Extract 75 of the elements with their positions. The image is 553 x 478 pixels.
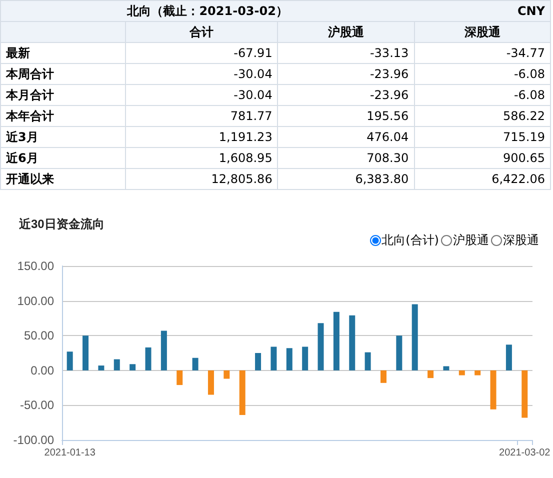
text: -23.96 <box>370 67 409 81</box>
bar <box>490 370 496 410</box>
bar <box>506 344 512 370</box>
text: -6.08 <box>514 67 545 81</box>
text: 715.19 <box>503 130 545 144</box>
bar <box>130 364 136 370</box>
category-label: 深股通 <box>414 22 550 42</box>
text: -67.91 <box>234 46 272 60</box>
bar <box>522 370 528 418</box>
bar <box>364 352 371 370</box>
bar <box>380 370 386 383</box>
text: 900.65 <box>503 151 545 165</box>
bar <box>302 346 308 370</box>
y-tick-label: 150.00 <box>17 259 54 273</box>
text: 沪股通 <box>452 232 489 249</box>
text: -23.96 <box>370 88 409 102</box>
bar <box>412 304 418 370</box>
bar <box>82 336 89 370</box>
category-label: 近6月 <box>6 150 38 164</box>
category-label: 近3月 <box>6 130 38 144</box>
category-label: 沪股通 <box>278 22 414 42</box>
category-label: 本年合计 <box>6 108 54 122</box>
text: 北向(合计) <box>380 232 439 249</box>
y-tick-label: -50.00 <box>20 398 54 412</box>
text: CNY <box>414 0 550 22</box>
bar <box>192 358 198 370</box>
text: -30.04 <box>234 88 272 102</box>
bar <box>114 359 120 370</box>
bar <box>286 348 292 370</box>
text: 476.04 <box>366 130 409 144</box>
bar <box>349 315 356 370</box>
chart-title: 近30日资金流向 <box>18 217 104 231</box>
bar <box>474 370 481 376</box>
text: 12,805.86 <box>211 172 272 186</box>
bar <box>66 352 73 370</box>
text: -34.77 <box>506 46 545 60</box>
text: 北向（截止：2021-03-02） <box>0 0 414 22</box>
bar <box>333 312 340 370</box>
bar <box>176 370 183 386</box>
x-tick-label: 2021-03-02 <box>499 448 551 458</box>
bar <box>145 347 152 370</box>
bar <box>98 366 104 370</box>
category-label: 本月合计 <box>6 88 54 102</box>
text: 深股通 <box>502 232 539 249</box>
bar <box>443 366 450 370</box>
text: 6,422.06 <box>492 172 545 186</box>
bar <box>270 346 277 370</box>
bar <box>318 323 324 370</box>
x-tick-label: 2021-01-13 <box>44 448 96 458</box>
bar <box>458 370 465 376</box>
category-label: 最新 <box>6 46 30 60</box>
category-label: 开通以来 <box>6 172 54 186</box>
bar <box>208 370 214 395</box>
text: 781.77 <box>230 109 272 123</box>
bar <box>255 353 262 370</box>
text: 586.22 <box>503 109 545 123</box>
bar <box>396 336 402 370</box>
y-tick-label: 50.00 <box>24 328 54 343</box>
text: -30.04 <box>234 67 272 81</box>
y-tick-label: 0.00 <box>30 363 54 378</box>
text: 1,191.23 <box>218 130 272 144</box>
text: 708.30 <box>366 151 409 165</box>
y-tick-label: -100.00 <box>13 433 54 447</box>
bar <box>224 370 230 379</box>
text: -33.13 <box>370 46 409 60</box>
category-label: 本周合计 <box>6 66 54 80</box>
bar <box>239 370 246 415</box>
text: 195.56 <box>366 109 409 123</box>
text: 1,608.95 <box>218 151 272 165</box>
bar <box>160 330 167 370</box>
category-label: 合计 <box>125 22 278 42</box>
text: -6.08 <box>514 88 545 102</box>
bar <box>428 370 434 378</box>
y-tick-label: 100.00 <box>17 294 54 308</box>
text: 6,383.80 <box>355 172 409 186</box>
